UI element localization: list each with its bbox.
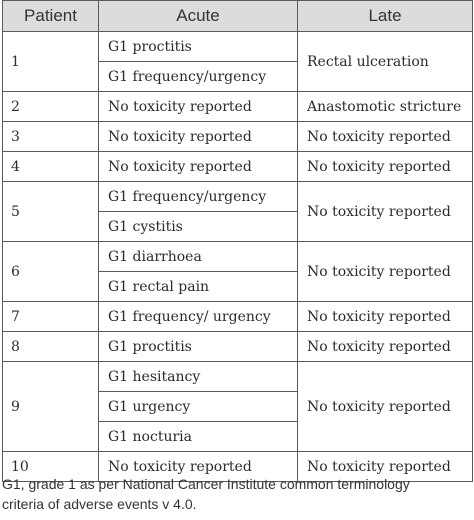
- acute-toxicity-cell: No toxicity reported: [98, 451, 298, 482]
- acute-toxicity-cell: G1 rectal pain: [98, 271, 298, 302]
- late-toxicity-cell: No toxicity reported: [297, 331, 473, 362]
- late-toxicity-cell: No toxicity reported: [297, 181, 473, 242]
- acute-toxicity-cell: G1 frequency/urgency: [98, 181, 298, 212]
- table-row: 8 G1 proctitis No toxicity reported: [2, 331, 473, 362]
- patient-cell: 4: [2, 151, 99, 182]
- late-toxicity-cell: No toxicity reported: [297, 361, 473, 452]
- table-row: 2 No toxicity reported Anastomotic strictu…: [2, 91, 473, 122]
- table-body: 1 G1 proctitis Rectal ulceration G1 frequen…: [2, 31, 473, 482]
- patient-cell: 3: [2, 121, 99, 152]
- toxicity-table: Patient Acute Late 1 G1 proctitis Rectal u…: [2, 0, 473, 482]
- table-row: G1 frequency/urgency: [3, 61, 473, 92]
- acute-toxicity-cell: G1 hesitancy: [98, 361, 298, 392]
- patient-cell: 1: [2, 31, 99, 92]
- acute-toxicity-cell: G1 nocturia: [98, 421, 298, 452]
- column-header-late: Late: [297, 0, 473, 32]
- patient-cell: 5: [2, 181, 99, 242]
- toxicity-table-container: Patient Acute Late 1 G1 proctitis Rectal u…: [2, 0, 473, 482]
- table-footnote: G1, grade 1 as per National Cancer Insti…: [2, 474, 474, 514]
- table-row: 5 G1 frequency/urgency No toxicity reporte…: [2, 181, 473, 242]
- footnote-line-2: criteria of adverse events v 4.0.: [2, 496, 197, 512]
- acute-toxicity-cell: G1 cystitis: [98, 211, 298, 242]
- late-toxicity-cell: No toxicity reported: [297, 241, 473, 302]
- acute-toxicity-cell: No toxicity reported: [98, 151, 298, 182]
- patient-cell: 6: [2, 241, 99, 302]
- table-row: 3 No toxicity reported No toxicity reporte…: [2, 121, 473, 152]
- table-row: G1 nocturia: [3, 421, 473, 452]
- column-header-patient: Patient: [2, 0, 99, 32]
- acute-toxicity-cell: G1 urgency: [98, 391, 298, 422]
- acute-toxicity-cell: G1 diarrhoea: [98, 241, 298, 272]
- table-row: G1 urgency: [3, 391, 473, 422]
- table-row: 4 No toxicity reported No toxicity reporte…: [2, 151, 473, 182]
- table-row: 1 G1 proctitis Rectal ulceration: [2, 31, 473, 92]
- patient-cell: 9: [2, 361, 99, 452]
- acute-toxicity-cell: No toxicity reported: [98, 91, 298, 122]
- table-row: 10 No toxicity reported No toxicity report…: [2, 451, 473, 482]
- acute-toxicity-cell: No toxicity reported: [98, 121, 298, 152]
- column-header-acute: Acute: [98, 0, 298, 32]
- acute-toxicity-cell: G1 frequency/urgency: [98, 61, 298, 92]
- late-toxicity-cell: No toxicity reported: [297, 451, 473, 482]
- table-row: 9 G1 hesitancy No toxicity reported: [2, 361, 473, 452]
- late-toxicity-cell: No toxicity reported: [297, 301, 473, 332]
- acute-toxicity-cell: G1 proctitis: [98, 331, 298, 362]
- table-row: 6 G1 diarrhoea No toxicity reported: [2, 241, 473, 302]
- patient-cell: 7: [2, 301, 99, 332]
- patient-cell: 2: [2, 91, 99, 122]
- footnote-line-1: G1, grade 1 as per National Cancer Insti…: [2, 476, 410, 492]
- table-row: G1 cystitis: [3, 211, 473, 242]
- acute-toxicity-cell: G1 proctitis: [98, 31, 298, 62]
- patient-cell: 8: [2, 331, 99, 362]
- table-header-row: Patient Acute Late: [2, 0, 473, 32]
- late-toxicity-cell: No toxicity reported: [297, 151, 473, 182]
- acute-toxicity-cell: G1 frequency/ urgency: [98, 301, 298, 332]
- late-toxicity-cell: Rectal ulceration: [297, 31, 473, 92]
- late-toxicity-cell: Anastomotic stricture: [297, 91, 473, 122]
- table-row: 7 G1 frequency/ urgency No toxicity report…: [2, 301, 473, 332]
- late-toxicity-cell: No toxicity reported: [297, 121, 473, 152]
